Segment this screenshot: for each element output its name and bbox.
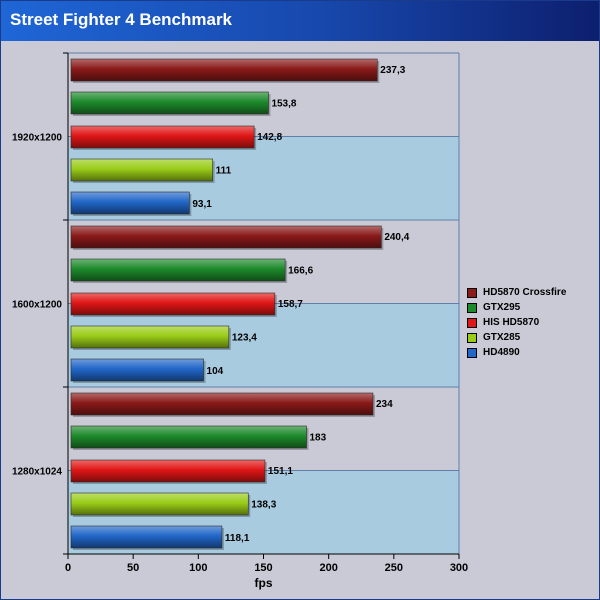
legend-item: GTX295 [467, 300, 597, 315]
bar [70, 258, 286, 282]
legend-label: GTX295 [483, 302, 521, 313]
legend-swatch [467, 302, 477, 313]
bar-value-label: 237,3 [380, 65, 405, 76]
legend-swatch [467, 317, 477, 328]
bar-value-label: 111 [216, 165, 232, 176]
bar-value-label: 234 [376, 399, 393, 410]
chart-title: Street Fighter 4 Benchmark [10, 10, 233, 29]
x-tick-label: 200 [319, 562, 337, 574]
legend-item: HIS HD5870 [467, 315, 597, 330]
legend-item: GTX285 [467, 330, 597, 345]
x-tick-label: 300 [450, 562, 468, 574]
title-bar: Street Fighter 4 Benchmark [1, 1, 599, 41]
bar [70, 459, 266, 483]
category-label: 1600x1200 [12, 300, 62, 311]
legend-swatch [467, 287, 477, 298]
bar [70, 392, 374, 416]
bar [70, 425, 307, 449]
category-label: 1920x1200 [12, 133, 62, 144]
legend-item: HD5870 Crossfire [467, 285, 597, 300]
bar-value-label: 123,4 [232, 332, 257, 343]
bar [70, 525, 223, 549]
legend-label: GTX285 [483, 332, 521, 343]
legend-swatch [467, 332, 477, 343]
bar [70, 292, 276, 316]
bar [70, 58, 378, 82]
bar [70, 191, 190, 215]
bar-value-label: 142,8 [257, 132, 282, 143]
x-axis-label: fps [255, 576, 273, 590]
x-tick-label: 100 [189, 562, 207, 574]
bar-value-label: 104 [207, 366, 224, 377]
bar-value-label: 240,4 [384, 232, 409, 243]
legend-label: HD4890 [483, 347, 520, 358]
legend-swatch [467, 347, 477, 358]
legend: HD5870 Crossfire GTX295 HIS HD5870 GTX285 HD… [467, 285, 597, 360]
x-tick-label: 250 [385, 562, 403, 574]
legend-label: HD5870 Crossfire [483, 287, 567, 298]
category-label: 1280x1024 [12, 467, 62, 478]
x-tick-label: 50 [127, 562, 139, 574]
legend-item: HD4890 [467, 345, 597, 360]
bar [70, 225, 382, 249]
x-tick-label: 150 [254, 562, 272, 574]
bar-value-label: 93,1 [192, 199, 212, 210]
legend-label: HIS HD5870 [483, 317, 540, 328]
bar-value-label: 153,8 [271, 99, 296, 110]
bar-value-label: 158,7 [278, 299, 303, 310]
x-tick-label: 0 [65, 562, 71, 574]
bar-value-label: 183 [310, 433, 327, 444]
bar [70, 325, 230, 349]
bar-value-label: 166,6 [288, 266, 313, 277]
bar-value-label: 138,3 [251, 499, 276, 510]
bar [70, 358, 204, 382]
bar [70, 158, 213, 182]
bar [70, 492, 249, 516]
bar [70, 91, 269, 115]
bar-value-label: 118,1 [225, 533, 250, 544]
bar [70, 125, 255, 149]
bar-value-label: 151,1 [268, 466, 293, 477]
